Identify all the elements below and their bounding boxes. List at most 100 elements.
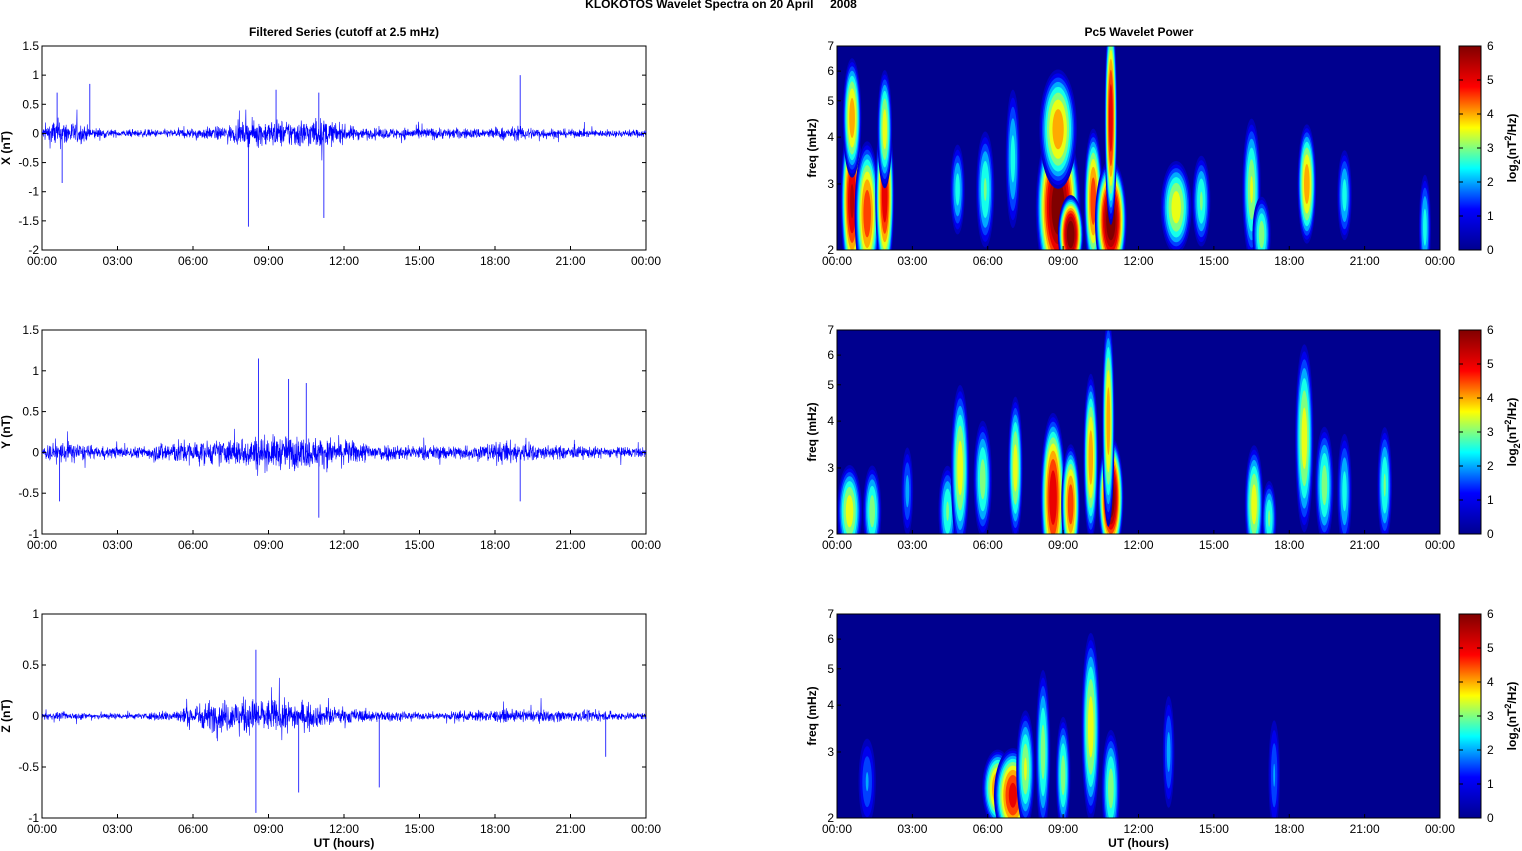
colorbar-label-x: log2(nT2/Hz) — [1503, 114, 1522, 183]
heatmap-x-xtick-label: 00:00 — [822, 254, 852, 268]
series-line-x — [41, 109, 647, 161]
heatmap-z-xtick-label: 00:00 — [1425, 822, 1455, 836]
heatmap-ytick-label: 2 — [827, 243, 834, 257]
heatmap-blob — [905, 475, 910, 508]
y-axis-label-z: Z (nT) — [0, 699, 13, 732]
colorbar-tick-label: 5 — [1487, 641, 1494, 655]
ytick-label: 0.5 — [22, 405, 39, 419]
y-axis-label-x: X (nT) — [0, 131, 13, 165]
heatmap-blob — [1166, 731, 1171, 773]
line-y-xtick-label: 12:00 — [329, 538, 359, 552]
ytick-label: 0.5 — [22, 658, 39, 672]
heatmap-blob — [1108, 84, 1113, 152]
line-y-xtick-label: 00:00 — [631, 538, 661, 552]
colorbar-tick-label: 0 — [1487, 811, 1494, 825]
heatmap-z-xtick-label: 00:00 — [822, 822, 852, 836]
heatmap-blob — [1088, 430, 1094, 485]
heatmap-blob — [1258, 220, 1265, 249]
heatmap-blob — [1321, 465, 1328, 506]
line-z-xtick-label: 00:00 — [27, 822, 57, 836]
colorbar-tick-label: 6 — [1487, 323, 1494, 337]
line-z-xtick-label: 18:00 — [480, 822, 510, 836]
x-axis-label-left: UT (hours) — [314, 836, 375, 850]
line-z-xtick-label: 06:00 — [178, 822, 208, 836]
heatmap-x-xtick-label: 21:00 — [1350, 254, 1380, 268]
ytick-label: 1 — [32, 364, 39, 378]
heatmap-blob — [1268, 510, 1271, 527]
heatmap-z-xtick-label: 12:00 — [1123, 822, 1153, 836]
heatmap-ytick-label: 6 — [827, 348, 834, 362]
heatmap-blob — [845, 495, 854, 528]
colorbar-tick-label: 1 — [1487, 777, 1494, 791]
ytick-label: -1 — [28, 811, 39, 825]
colorbar-tick-label: 0 — [1487, 243, 1494, 257]
heatmap-blob — [1342, 471, 1347, 512]
line-y-xtick-label: 09:00 — [253, 538, 283, 552]
y-axis-label-y: Y (nT) — [0, 415, 13, 449]
colorbar-tick-label: 1 — [1487, 209, 1494, 223]
heatmap-x-xtick-label: 15:00 — [1199, 254, 1229, 268]
heatmap-blob — [1108, 768, 1114, 809]
heatmap-x-xtick-label: 09:00 — [1048, 254, 1078, 268]
heatmap-blob — [1040, 724, 1046, 780]
series-line-y — [41, 428, 647, 476]
heatmap-blob — [1383, 473, 1386, 497]
heatmap-blob — [1342, 179, 1347, 212]
line-x-xtick-label: 15:00 — [404, 254, 434, 268]
heatmap-y-xtick-label: 21:00 — [1350, 538, 1380, 552]
ytick-label: 0 — [32, 709, 39, 723]
heatmap-blob — [850, 184, 855, 219]
colorbar-tick-label: 2 — [1487, 459, 1494, 473]
colorbar-tick-label: 2 — [1487, 175, 1494, 189]
heatmap-ytick-label: 2 — [827, 527, 834, 541]
line-x-xtick-label: 09:00 — [253, 254, 283, 268]
heatmap-y-xtick-label: 06:00 — [973, 538, 1003, 552]
heatmap-ytick-label: 3 — [827, 745, 834, 759]
heatmap-z-xtick-label: 06:00 — [973, 822, 1003, 836]
heatmap-blob — [1423, 208, 1427, 246]
line-panel-y-frame — [41, 329, 647, 535]
heatmap-blob — [1273, 763, 1276, 787]
heatmap-blob — [1106, 387, 1111, 455]
heatmap-ytick-label: 6 — [827, 632, 834, 646]
ytick-label: 1 — [32, 607, 39, 621]
colorbar-tick-label: 6 — [1487, 39, 1494, 53]
heatmap-y-xtick-label: 12:00 — [1123, 538, 1153, 552]
heatmap-ytick-label: 7 — [827, 607, 834, 621]
heatmap-ytick-label: 7 — [827, 323, 834, 337]
heatmap-blob — [1199, 191, 1203, 211]
ytick-label: 0 — [32, 445, 39, 459]
colorbar-tick-label: 4 — [1487, 107, 1494, 121]
heatmap-blob — [1049, 470, 1057, 525]
line-z-xtick-label: 21:00 — [555, 822, 585, 836]
heatmap-blob — [1301, 407, 1308, 469]
heatmap-ytick-label: 4 — [827, 130, 834, 144]
line-z-xtick-label: 03:00 — [102, 822, 132, 836]
colorbar-tick-label: 6 — [1487, 607, 1494, 621]
line-y-xtick-label: 21:00 — [555, 538, 585, 552]
heatmap-ytick-label: 7 — [827, 39, 834, 53]
heatmap-blob — [1008, 782, 1017, 808]
ytick-label: -1 — [28, 527, 39, 541]
ytick-label: -1.5 — [18, 214, 39, 228]
heatmap-y-xtick-label: 09:00 — [1048, 538, 1078, 552]
heatmap-z-xtick-label: 03:00 — [897, 822, 927, 836]
line-x-xtick-label: 03:00 — [102, 254, 132, 268]
heatmap-x-xtick-label: 18:00 — [1274, 254, 1304, 268]
heatmap-z-xtick-label: 09:00 — [1048, 822, 1078, 836]
heatmap-x-xtick-label: 12:00 — [1123, 254, 1153, 268]
line-y-xtick-label: 06:00 — [178, 538, 208, 552]
line-y-xtick-label: 00:00 — [27, 538, 57, 552]
heatmap-blob — [957, 440, 963, 496]
line-x-xtick-label: 18:00 — [480, 254, 510, 268]
heatmap-blob — [1087, 696, 1094, 758]
heatmap-blob — [849, 97, 855, 138]
heatmap-ylabel-z: freq (mHz) — [805, 686, 819, 745]
colorbar-tick-label: 3 — [1487, 709, 1494, 723]
heatmap-blob — [1067, 484, 1074, 525]
line-panel-x-frame — [41, 45, 647, 251]
colorbar-label-y: log2(nT2/Hz) — [1503, 398, 1522, 467]
line-z-xtick-label: 12:00 — [329, 822, 359, 836]
heatmap-ytick-label: 3 — [827, 177, 834, 191]
ytick-label: -2 — [28, 243, 39, 257]
